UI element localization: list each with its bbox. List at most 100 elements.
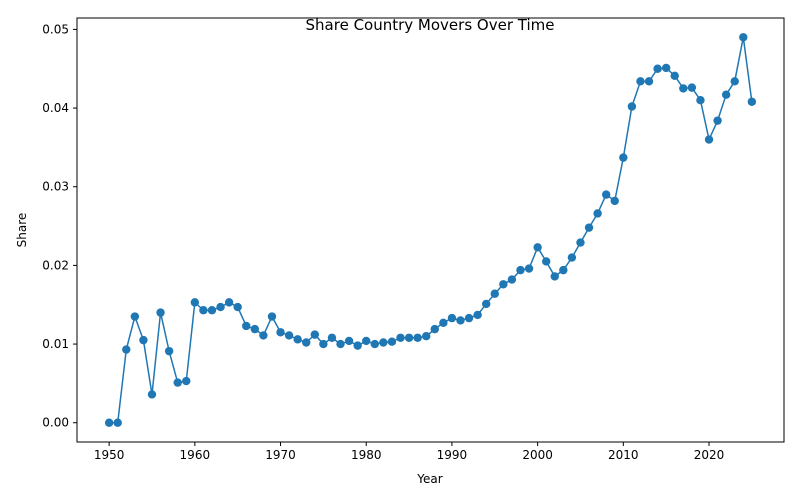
data-point [122, 345, 131, 354]
data-point [456, 316, 465, 325]
data-point [730, 77, 739, 86]
y-tick-label: 0.00 [42, 416, 69, 430]
data-point [516, 265, 525, 275]
data-point [482, 299, 491, 309]
data-point [653, 64, 662, 73]
data-point [473, 310, 482, 320]
data-point [387, 337, 397, 346]
data-point [139, 335, 148, 345]
data-point [207, 306, 217, 315]
data-point [430, 324, 439, 334]
data-point [610, 196, 619, 206]
data-point [739, 33, 748, 42]
y-tick-label: 0.05 [42, 22, 69, 36]
data-point [447, 313, 457, 323]
data-point [370, 339, 379, 349]
data-point [584, 223, 594, 232]
data-point [413, 333, 422, 342]
data-point [327, 333, 337, 342]
x-tick-label: 2000 [522, 448, 553, 462]
data-point [310, 330, 320, 339]
data-point [721, 90, 731, 99]
data-point [464, 313, 474, 323]
data-point [490, 289, 499, 298]
x-tick-label: 1990 [437, 448, 468, 462]
series-line [109, 36, 753, 424]
x-tick-label: 2020 [694, 448, 725, 462]
data-point [259, 331, 268, 340]
data-point [576, 238, 585, 247]
plot-frame [76, 17, 785, 443]
y-axis-ticks: 0.00 0.01 0.02 0.03 0.04 0.05 [42, 22, 77, 430]
data-point [439, 318, 448, 328]
data-point [319, 339, 328, 349]
data-point [104, 418, 114, 427]
y-tick-label: 0.03 [42, 180, 69, 194]
data-point [113, 418, 122, 427]
data-point [747, 97, 757, 106]
data-point [713, 116, 722, 125]
data-point [379, 338, 388, 347]
chart-title: Share Country Movers Over Time [306, 16, 555, 34]
y-tick-label: 0.04 [42, 101, 69, 115]
data-point [422, 331, 431, 341]
data-point [524, 264, 534, 273]
data-point [541, 257, 551, 266]
data-point [619, 153, 628, 162]
data-point [559, 265, 568, 275]
y-axis-label: Share [15, 213, 29, 248]
data-point [267, 312, 277, 321]
data-point [164, 346, 174, 356]
data-point [499, 280, 508, 289]
y-tick-label: 0.02 [42, 258, 69, 272]
data-point [636, 77, 645, 86]
data-point [216, 302, 225, 312]
data-point [156, 308, 165, 317]
data-point [130, 312, 140, 321]
data-point [550, 272, 559, 281]
x-tick-label: 2010 [608, 448, 639, 462]
data-point [233, 302, 242, 312]
data-point [533, 243, 542, 252]
series-layer [104, 33, 757, 427]
data-point [404, 333, 414, 342]
data-point [679, 84, 688, 93]
data-point [250, 324, 260, 334]
data-point [344, 336, 354, 346]
x-tick-label: 1950 [94, 448, 125, 462]
data-point [670, 71, 679, 81]
data-point [173, 378, 182, 387]
data-point [362, 336, 371, 346]
data-point [627, 102, 637, 111]
data-point [302, 338, 311, 347]
data-point [661, 63, 671, 73]
data-point [199, 306, 208, 315]
data-point [284, 331, 294, 340]
data-point [182, 376, 191, 386]
data-point [644, 77, 654, 86]
x-axis-label: Year [416, 472, 442, 486]
data-point [687, 83, 697, 92]
x-axis-ticks: 1950 1960 1970 1980 1990 2000 2010 2020 [94, 442, 724, 462]
x-tick-label: 1960 [180, 448, 211, 462]
data-point [601, 190, 611, 199]
x-tick-label: 1970 [265, 448, 296, 462]
x-tick-label: 1980 [351, 448, 382, 462]
data-point [224, 298, 234, 307]
data-point [293, 335, 302, 344]
data-point [696, 96, 705, 105]
data-point [147, 390, 157, 399]
data-point [704, 135, 714, 144]
data-point [190, 298, 200, 307]
data-point [242, 321, 251, 331]
data-point [276, 328, 285, 337]
data-point [593, 209, 602, 218]
data-point [336, 339, 345, 349]
data-point [567, 253, 577, 262]
data-point [507, 275, 517, 284]
y-tick-label: 0.01 [42, 337, 69, 351]
data-point [396, 333, 405, 342]
